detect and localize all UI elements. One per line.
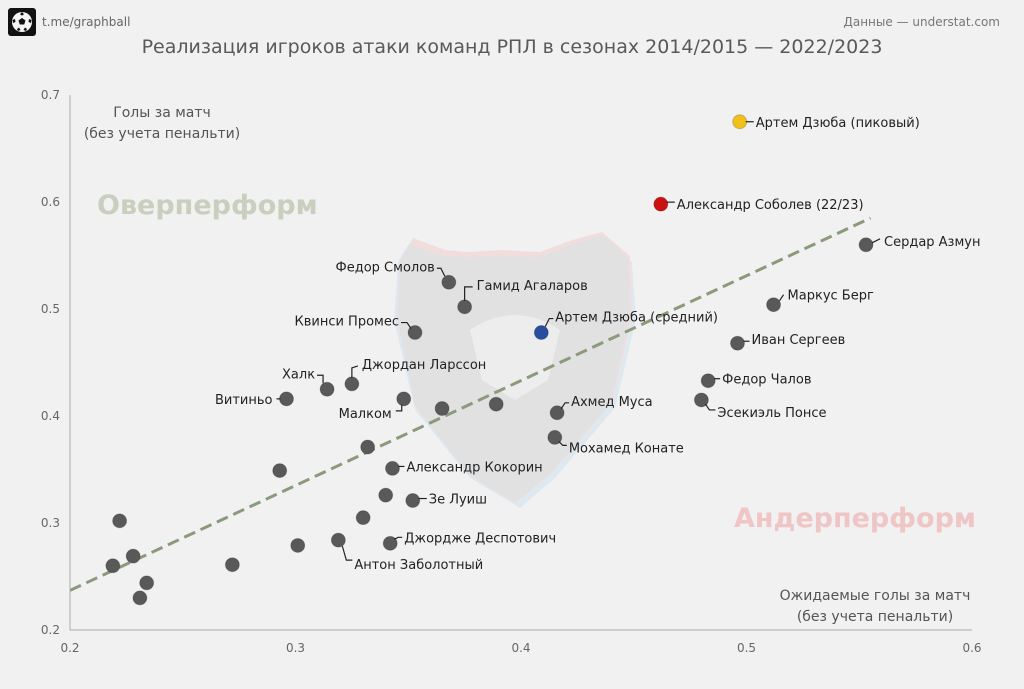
y-tick-label: 0.6 [41, 195, 60, 209]
point-label: Мохамед Конате [569, 441, 684, 456]
point-label: Артем Дзюба (средний) [555, 311, 718, 326]
data-point[interactable] [360, 439, 376, 455]
point-label: Артем Дзюба (пиковый) [756, 116, 920, 131]
y-tick-label: 0.2 [41, 623, 60, 637]
point-label: Иван Сергеев [751, 333, 845, 348]
data-point[interactable] [330, 532, 346, 548]
data-point[interactable] [139, 575, 155, 591]
data-point[interactable] [384, 460, 400, 476]
x-axis-title: (без учета пенальти) [797, 609, 953, 625]
brand-text[interactable]: t.me/graphball [42, 15, 131, 29]
y-axis-title: (без учета пенальти) [84, 126, 240, 142]
data-point[interactable] [290, 537, 306, 553]
data-point[interactable] [112, 513, 128, 529]
x-tick-label: 0.4 [511, 641, 530, 655]
brand: t.me/graphball [8, 8, 130, 36]
data-point[interactable] [441, 274, 457, 290]
point-label: Джордан Ларссон [362, 358, 486, 373]
data-point[interactable] [125, 548, 141, 564]
x-tick-label: 0.3 [286, 641, 305, 655]
label-leader-line [401, 321, 412, 329]
data-point[interactable] [344, 376, 360, 392]
data-point[interactable] [693, 392, 709, 408]
point-label: Федор Чалов [722, 373, 811, 388]
data-point[interactable] [457, 299, 473, 315]
point-label: Маркус Берг [788, 289, 874, 304]
label-leader-line [351, 365, 359, 378]
x-tick-label: 0.2 [60, 641, 79, 655]
label-leader-line [779, 294, 785, 302]
data-point[interactable] [396, 391, 412, 407]
point-label: Александр Соболев (22/23) [677, 198, 864, 213]
source-note: Данные — understat.com [843, 15, 1000, 29]
point-label: Александр Кокорин [406, 460, 542, 475]
label-leader-line [560, 402, 570, 410]
data-point[interactable] [729, 335, 745, 351]
label-leader-line [704, 403, 716, 411]
data-point[interactable] [319, 381, 335, 397]
data-point[interactable] [700, 373, 716, 389]
data-point[interactable] [858, 237, 874, 253]
data-point[interactable] [653, 196, 669, 212]
y-tick-label: 0.7 [41, 88, 60, 102]
point-label: Зе Луиш [429, 493, 487, 508]
data-point[interactable] [272, 463, 288, 479]
y-axis-title: Голы за матч [113, 105, 211, 121]
point-label: Антон Заболотный [354, 558, 483, 573]
chart-title: Реализация игроков атаки команд РПЛ в се… [141, 36, 883, 58]
label-leader-line [393, 536, 403, 540]
data-point[interactable] [488, 396, 504, 412]
point-label: Эсекиэль Понсе [717, 406, 826, 421]
point-label: Квинси Промес [294, 315, 399, 330]
point-label: Сердар Азмун [884, 235, 980, 250]
point-label: Халк [282, 367, 315, 382]
data-point[interactable] [549, 405, 565, 421]
y-tick-label: 0.3 [41, 516, 60, 530]
y-tick-label: 0.4 [41, 409, 60, 423]
label-leader-line [317, 374, 324, 384]
data-point[interactable] [434, 401, 450, 417]
data-point[interactable] [278, 391, 294, 407]
zone-label-under: Андерперформ [734, 503, 976, 534]
data-point[interactable] [547, 429, 563, 445]
watermark-bear-icon [394, 232, 636, 508]
point-label: Федор Смолов [336, 260, 435, 275]
point-label: Витиньо [215, 393, 273, 408]
data-point[interactable] [407, 325, 423, 341]
label-leader-line [341, 545, 353, 561]
data-point[interactable] [382, 535, 398, 551]
label-leader-line [871, 238, 881, 244]
data-point[interactable] [132, 590, 148, 606]
label-leader-line [558, 440, 567, 446]
label-leader-line [544, 317, 554, 327]
point-label: Джордже Деспотович [404, 531, 556, 546]
y-tick-label: 0.5 [41, 302, 60, 316]
data-point[interactable] [224, 557, 240, 573]
data-point[interactable] [405, 493, 421, 509]
zone-label-over: Оверперформ [97, 190, 318, 221]
data-point[interactable] [766, 297, 782, 313]
x-tick-label: 0.6 [962, 641, 981, 655]
data-point[interactable] [105, 558, 121, 574]
football-icon [8, 8, 36, 36]
label-leader-line [464, 286, 473, 301]
data-point[interactable] [355, 510, 371, 526]
label-leader-line [395, 404, 403, 412]
point-label: Ахмед Муса [571, 395, 653, 410]
trendline [69, 216, 872, 592]
data-point[interactable] [533, 325, 549, 341]
point-label: Малком [339, 407, 392, 422]
point-label: Гамид Агаларов [477, 279, 588, 294]
data-point[interactable] [378, 487, 394, 503]
label-leader-line [436, 267, 446, 277]
data-point[interactable] [732, 114, 748, 130]
x-axis-title: Ожидаемые голы за матч [780, 588, 971, 604]
x-tick-label: 0.5 [737, 641, 756, 655]
